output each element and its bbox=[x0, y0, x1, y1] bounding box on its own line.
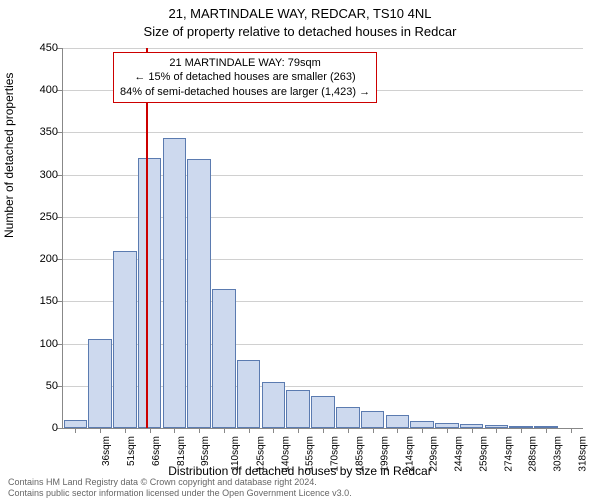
chart-container: 21, MARTINDALE WAY, REDCAR, TS10 4NL Siz… bbox=[0, 0, 600, 500]
x-tick bbox=[174, 428, 175, 433]
x-tick bbox=[373, 428, 374, 433]
x-tick-label: 95sqm bbox=[200, 436, 211, 466]
y-tick-label: 200 bbox=[40, 253, 58, 265]
y-tick-label: 350 bbox=[40, 126, 58, 138]
y-tick-label: 100 bbox=[40, 338, 58, 350]
x-tick bbox=[348, 428, 349, 433]
x-tick-label: 244sqm bbox=[454, 436, 465, 472]
x-tick bbox=[273, 428, 274, 433]
x-tick bbox=[496, 428, 497, 433]
y-tick-label: 0 bbox=[52, 422, 58, 434]
x-tick bbox=[422, 428, 423, 433]
x-tick bbox=[249, 428, 250, 433]
histogram-bar bbox=[187, 159, 211, 428]
x-tick-label: 36sqm bbox=[101, 436, 112, 466]
x-tick-label: 259sqm bbox=[478, 436, 489, 472]
x-tick-label: 110sqm bbox=[230, 436, 241, 471]
x-tick bbox=[447, 428, 448, 433]
x-tick-label: 274sqm bbox=[503, 436, 514, 472]
x-tick-label: 185sqm bbox=[355, 436, 366, 472]
annotation-line1: 21 MARTINDALE WAY: 79sqm bbox=[120, 56, 370, 70]
chart-title-line1: 21, MARTINDALE WAY, REDCAR, TS10 4NL bbox=[0, 6, 600, 21]
histogram-bar bbox=[212, 289, 236, 428]
x-tick bbox=[150, 428, 151, 433]
histogram-bar bbox=[138, 158, 162, 428]
y-tick-label: 450 bbox=[40, 42, 58, 54]
histogram-bar bbox=[386, 415, 410, 428]
y-tick-label: 150 bbox=[40, 295, 58, 307]
x-tick bbox=[224, 428, 225, 433]
histogram-bar bbox=[311, 396, 335, 428]
histogram-bar bbox=[88, 339, 112, 428]
x-tick-label: 288sqm bbox=[528, 436, 539, 472]
footer-line1: Contains HM Land Registry data © Crown c… bbox=[8, 477, 317, 487]
x-tick bbox=[323, 428, 324, 433]
annotation-box: 21 MARTINDALE WAY: 79sqm← 15% of detache… bbox=[113, 52, 377, 103]
x-tick-label: 51sqm bbox=[126, 436, 137, 466]
footer-attribution: Contains HM Land Registry data © Crown c… bbox=[8, 477, 592, 498]
histogram-bar bbox=[336, 407, 360, 428]
x-tick bbox=[521, 428, 522, 433]
footer-line2: Contains public sector information licen… bbox=[8, 488, 352, 498]
histogram-bar bbox=[262, 382, 286, 428]
histogram-bar bbox=[113, 251, 137, 428]
annotation-line3: 84% of semi-detached houses are larger (… bbox=[120, 85, 370, 99]
x-tick-label: 199sqm bbox=[379, 436, 390, 472]
x-tick-label: 66sqm bbox=[151, 436, 162, 466]
x-tick-label: 303sqm bbox=[553, 436, 564, 472]
x-tick-label: 318sqm bbox=[577, 436, 588, 472]
grid-line bbox=[63, 132, 583, 133]
chart-title-line2: Size of property relative to detached ho… bbox=[0, 24, 600, 39]
histogram-bar bbox=[64, 420, 88, 428]
x-tick-label: 81sqm bbox=[176, 436, 187, 466]
histogram-bar bbox=[237, 360, 261, 428]
annotation-line2: ← 15% of detached houses are smaller (26… bbox=[120, 70, 370, 84]
x-tick-label: 140sqm bbox=[280, 436, 291, 472]
y-tick-label: 50 bbox=[46, 380, 58, 392]
x-tick-label: 170sqm bbox=[330, 436, 341, 472]
y-tick-label: 300 bbox=[40, 169, 58, 181]
x-tick bbox=[125, 428, 126, 433]
x-tick bbox=[546, 428, 547, 433]
x-tick-label: 155sqm bbox=[305, 436, 316, 472]
y-tick-label: 400 bbox=[40, 84, 58, 96]
x-tick bbox=[397, 428, 398, 433]
x-tick bbox=[571, 428, 572, 433]
x-tick-label: 229sqm bbox=[429, 436, 440, 472]
x-tick-label: 125sqm bbox=[256, 436, 267, 472]
plot-area: 21 MARTINDALE WAY: 79sqm← 15% of detache… bbox=[62, 48, 583, 429]
histogram-bar bbox=[163, 138, 187, 428]
x-tick-label: 214sqm bbox=[404, 436, 415, 472]
x-tick bbox=[199, 428, 200, 433]
x-tick bbox=[472, 428, 473, 433]
grid-line bbox=[63, 48, 583, 49]
reference-line bbox=[146, 48, 148, 428]
histogram-bar bbox=[410, 421, 434, 428]
histogram-bar bbox=[361, 411, 385, 428]
histogram-bar bbox=[286, 390, 310, 428]
y-tick-label: 250 bbox=[40, 211, 58, 223]
y-axis-label: Number of detached properties bbox=[2, 73, 16, 238]
x-tick bbox=[298, 428, 299, 433]
x-tick bbox=[75, 428, 76, 433]
x-tick bbox=[100, 428, 101, 433]
